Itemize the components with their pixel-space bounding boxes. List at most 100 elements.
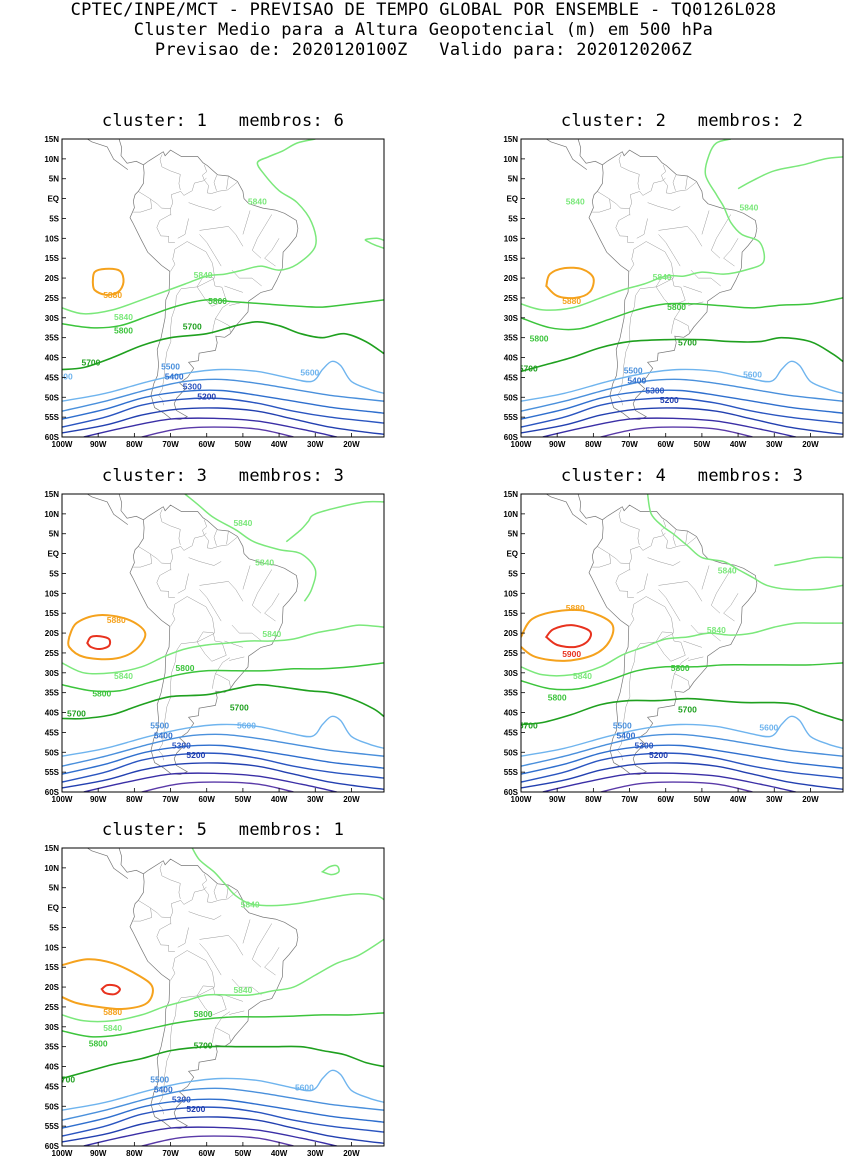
lat-tick-label: 30S [504, 669, 519, 678]
contour-5500 [521, 733, 843, 767]
country-border [655, 276, 686, 307]
contour-5600 [521, 715, 843, 757]
country-border [636, 218, 648, 239]
coastline [577, 139, 603, 166]
country-border [723, 593, 739, 622]
coastline [545, 139, 588, 170]
lat-tick-label: 15S [45, 963, 60, 972]
contour-5700 [521, 336, 843, 373]
coastline [129, 149, 299, 420]
lat-tick-label: EQ [47, 195, 59, 204]
country-border [158, 950, 215, 1115]
coastline [86, 139, 129, 170]
lat-tick-label: 55S [45, 1122, 60, 1131]
lon-tick-label: 100W [511, 440, 532, 449]
country-border [683, 640, 702, 648]
contour-label-5600: 5600 [300, 367, 319, 377]
contour-5000 [600, 781, 753, 792]
country-border [156, 923, 175, 952]
lon-tick-label: 40W [730, 440, 747, 449]
country-border [252, 214, 273, 259]
country-border [711, 569, 732, 614]
country-border [150, 907, 171, 918]
lat-tick-label: 35S [45, 334, 60, 343]
contour-5840 [774, 556, 843, 567]
country-border [617, 241, 674, 406]
lat-tick-label: 5N [49, 530, 59, 539]
lat-tick-label: 25S [45, 294, 60, 303]
lon-tick-label: 90W [90, 795, 107, 804]
contour-label-5800: 5800 [89, 1039, 108, 1049]
lat-tick-label: 15N [44, 844, 59, 853]
country-border [226, 175, 229, 190]
contour-label-5200: 5200 [186, 750, 205, 760]
contour-label-5840: 5840 [114, 312, 133, 322]
lat-tick-label: 45S [504, 373, 519, 382]
country-border [231, 269, 262, 287]
lat-tick-label: 40S [504, 709, 519, 718]
contour-5800 [62, 1012, 384, 1038]
lon-tick-label: 80W [126, 1149, 143, 1158]
contour-5400 [62, 1098, 384, 1129]
contour-5100 [83, 1126, 338, 1146]
contour-label-5500: 5500 [150, 720, 169, 730]
country-border [150, 198, 171, 209]
map-plot: 5880 5840 5840 5840 5800 5800 5700 5700 5600 5500… [44, 844, 385, 1158]
contour-label-5400: 5400 [165, 371, 184, 381]
lon-tick-label: 100W [52, 1149, 73, 1158]
lon-tick-label: 70W [162, 440, 179, 449]
lat-tick-label: 40S [45, 354, 60, 363]
lon-tick-label: 90W [90, 440, 107, 449]
country-border [159, 863, 181, 899]
contour-5200 [521, 762, 843, 790]
contour-label-5700: 5700 [67, 709, 86, 719]
country-border [188, 911, 222, 920]
contour-5600 [62, 360, 384, 402]
contour-5840 [184, 494, 317, 602]
contour-label-5200: 5200 [197, 391, 216, 401]
contour-5700 [521, 697, 843, 726]
contour-label-5300: 5300 [645, 385, 664, 395]
lat-tick-label: 15S [45, 254, 60, 263]
contour-label-5840: 5840 [103, 1023, 122, 1033]
country-border [226, 530, 229, 545]
lon-tick-label: 20W [343, 1149, 360, 1158]
contour-label-5700: 5700 [56, 1074, 75, 1084]
lon-tick-label: 100W [52, 795, 73, 804]
contour-label-5800: 5800 [114, 326, 133, 336]
cluster-panel-title: cluster: 5 membros: 1 [101, 820, 345, 840]
lon-tick-label: 80W [585, 795, 602, 804]
country-border [683, 285, 702, 293]
contour-5500 [521, 378, 843, 412]
coastline [118, 139, 144, 166]
contour-5880 [521, 608, 615, 662]
lat-tick-label: 15N [503, 135, 518, 144]
lon-tick-label: 50W [235, 795, 252, 804]
lon-tick-label: 20W [343, 795, 360, 804]
contour-5400 [62, 744, 384, 775]
lat-tick-label: 35S [504, 334, 519, 343]
lon-tick-label: 60W [657, 440, 674, 449]
cluster-panel-title: cluster: 1 membros: 6 [101, 111, 345, 131]
contour-5500 [62, 1087, 384, 1121]
lon-tick-label: 50W [235, 1149, 252, 1158]
country-border [213, 175, 218, 191]
lat-tick-label: 15N [44, 135, 59, 144]
lat-tick-label: 5S [508, 214, 518, 223]
lon-tick-label: 90W [90, 1149, 107, 1158]
country-border [133, 191, 152, 213]
contour-label-5400: 5400 [154, 730, 173, 740]
country-border [199, 589, 222, 622]
map-frame [61, 847, 385, 1147]
country-border [199, 234, 222, 267]
lat-tick-label: 45S [504, 728, 519, 737]
contour-5840 [285, 500, 384, 543]
country-border [177, 218, 189, 239]
lon-tick-label: 50W [694, 440, 711, 449]
country-border [231, 624, 262, 642]
contour-label-5880: 5880 [103, 290, 122, 300]
contour-label-5840: 5840 [233, 518, 252, 528]
lon-tick-label: 20W [802, 795, 819, 804]
country-border [242, 919, 251, 944]
lon-tick-label: 60W [198, 440, 215, 449]
